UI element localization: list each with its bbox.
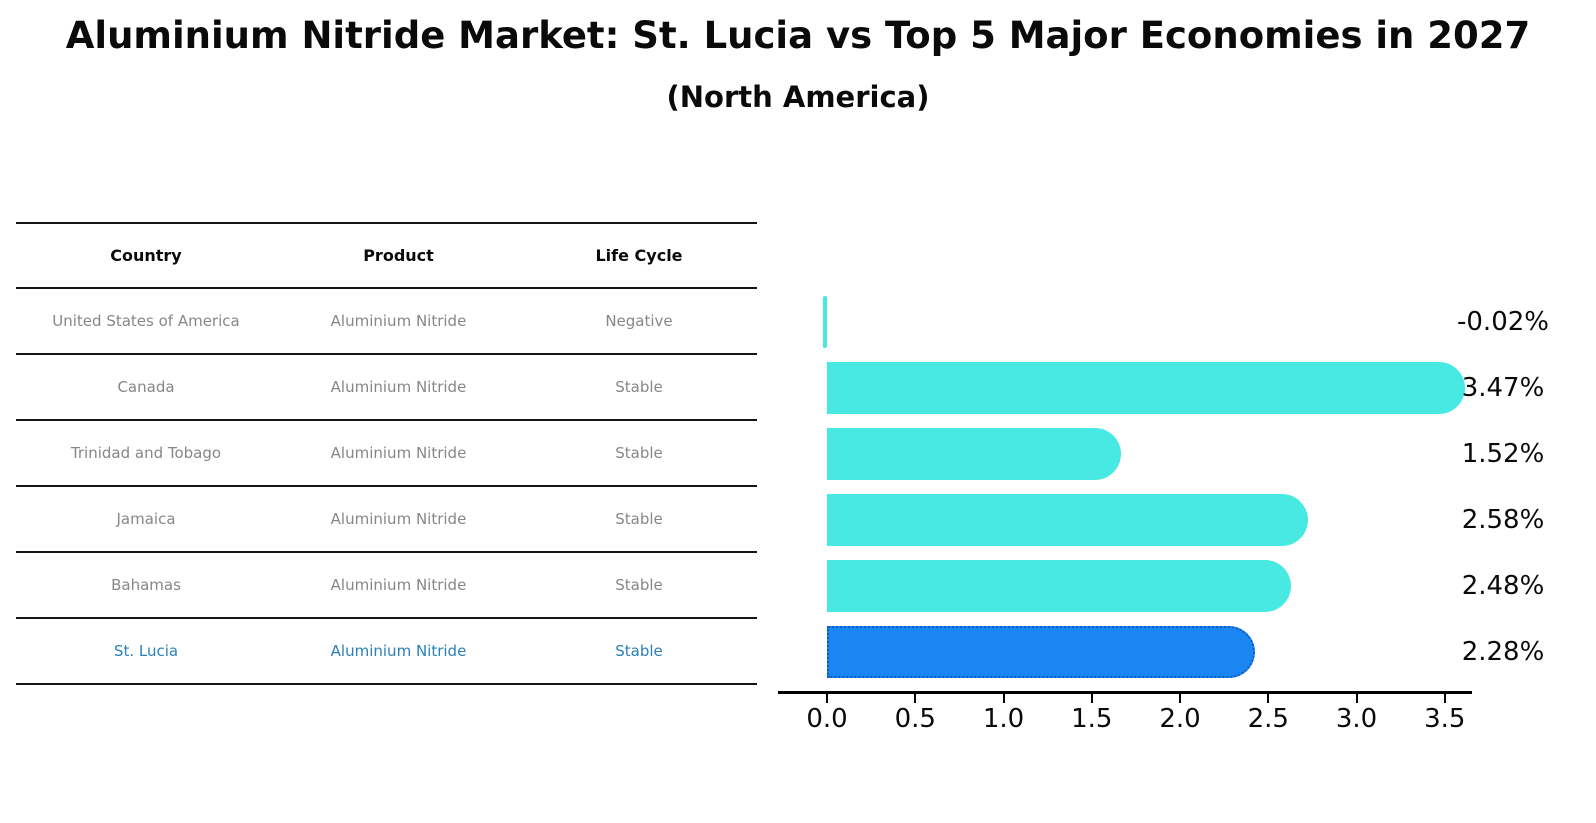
bar-value-label-2: 1.52% xyxy=(1461,439,1545,469)
cell-product: Aluminium Nitride xyxy=(330,576,467,594)
bar-4 xyxy=(827,560,1291,612)
x-axis-line xyxy=(778,691,1472,694)
cell-product: Aluminium Nitride xyxy=(330,642,467,660)
cell-life-cycle: Stable xyxy=(615,444,663,462)
x-tick-label-1: 0.5 xyxy=(894,704,936,734)
x-tick-label-0: 0.0 xyxy=(806,704,848,734)
cell-life-cycle: Stable xyxy=(615,576,663,594)
cell-life-cycle: Stable xyxy=(615,510,663,528)
cell-country: St. Lucia xyxy=(113,642,179,660)
cell-life-cycle: Stable xyxy=(615,642,663,660)
cell-product: Aluminium Nitride xyxy=(330,378,467,396)
bar-5 xyxy=(827,626,1256,678)
cell-life-cycle: Stable xyxy=(615,378,663,396)
table-row-united-states: United States of America Aluminium Nitri… xyxy=(16,289,757,355)
cell-product: Aluminium Nitride xyxy=(330,312,467,330)
x-tick-label-7: 3.5 xyxy=(1424,704,1466,734)
table-row-canada: Canada Aluminium Nitride Stable xyxy=(16,355,757,421)
x-tick-5 xyxy=(1267,694,1270,703)
page-subtitle: (North America) xyxy=(666,80,930,114)
table-row-jamaica: Jamaica Aluminium Nitride Stable xyxy=(16,487,757,553)
cell-country: Jamaica xyxy=(116,510,176,528)
table-row-trinidad-and-tobago: Trinidad and Tobago Aluminium Nitride St… xyxy=(16,421,757,487)
cell-life-cycle: Negative xyxy=(605,312,673,330)
cell-country: United States of America xyxy=(52,312,240,330)
bar-value-label-0: -0.02% xyxy=(1457,307,1549,337)
x-tick-7 xyxy=(1443,694,1446,703)
page-title: Aluminium Nitride Market: St. Lucia vs T… xyxy=(65,14,1531,57)
bar-2 xyxy=(827,428,1122,480)
x-tick-3 xyxy=(1090,694,1093,703)
x-tick-0 xyxy=(826,694,828,703)
x-tick-label-2: 1.0 xyxy=(982,704,1025,734)
x-tick-label-6: 3.0 xyxy=(1335,704,1378,734)
x-tick-6 xyxy=(1355,694,1358,703)
comparison-table: Country Product Life Cycle United States… xyxy=(16,222,757,685)
table-header-row: Country Product Life Cycle xyxy=(16,222,757,289)
cell-product: Aluminium Nitride xyxy=(330,510,467,528)
table-row-st-lucia: St. Lucia Aluminium Nitride Stable xyxy=(16,619,757,685)
x-tick-2 xyxy=(1002,694,1005,703)
cell-country: Trinidad and Tobago xyxy=(70,444,222,462)
bar-1 xyxy=(827,362,1466,414)
bar-3 xyxy=(827,494,1309,546)
bar-value-label-4: 2.48% xyxy=(1461,571,1545,601)
bar-value-label-5: 2.28% xyxy=(1461,637,1545,667)
x-tick-1 xyxy=(914,694,917,703)
cell-country: Canada xyxy=(117,378,175,396)
x-tick-label-4: 2.0 xyxy=(1159,704,1201,734)
bar-value-label-1: 3.47% xyxy=(1461,373,1545,403)
x-tick-4 xyxy=(1179,694,1181,703)
bar-value-label-3: 2.58% xyxy=(1461,505,1545,535)
bar-0 xyxy=(823,296,827,348)
x-tick-label-3: 1.5 xyxy=(1071,704,1113,734)
cell-country: Bahamas xyxy=(111,576,181,594)
table-row-bahamas: Bahamas Aluminium Nitride Stable xyxy=(16,553,757,619)
table-header-life-cycle: Life Cycle xyxy=(595,246,683,265)
cell-product: Aluminium Nitride xyxy=(330,444,467,462)
table-header-product: Product xyxy=(363,246,434,265)
table-header-country: Country xyxy=(110,246,182,265)
x-tick-label-5: 2.5 xyxy=(1247,704,1289,734)
